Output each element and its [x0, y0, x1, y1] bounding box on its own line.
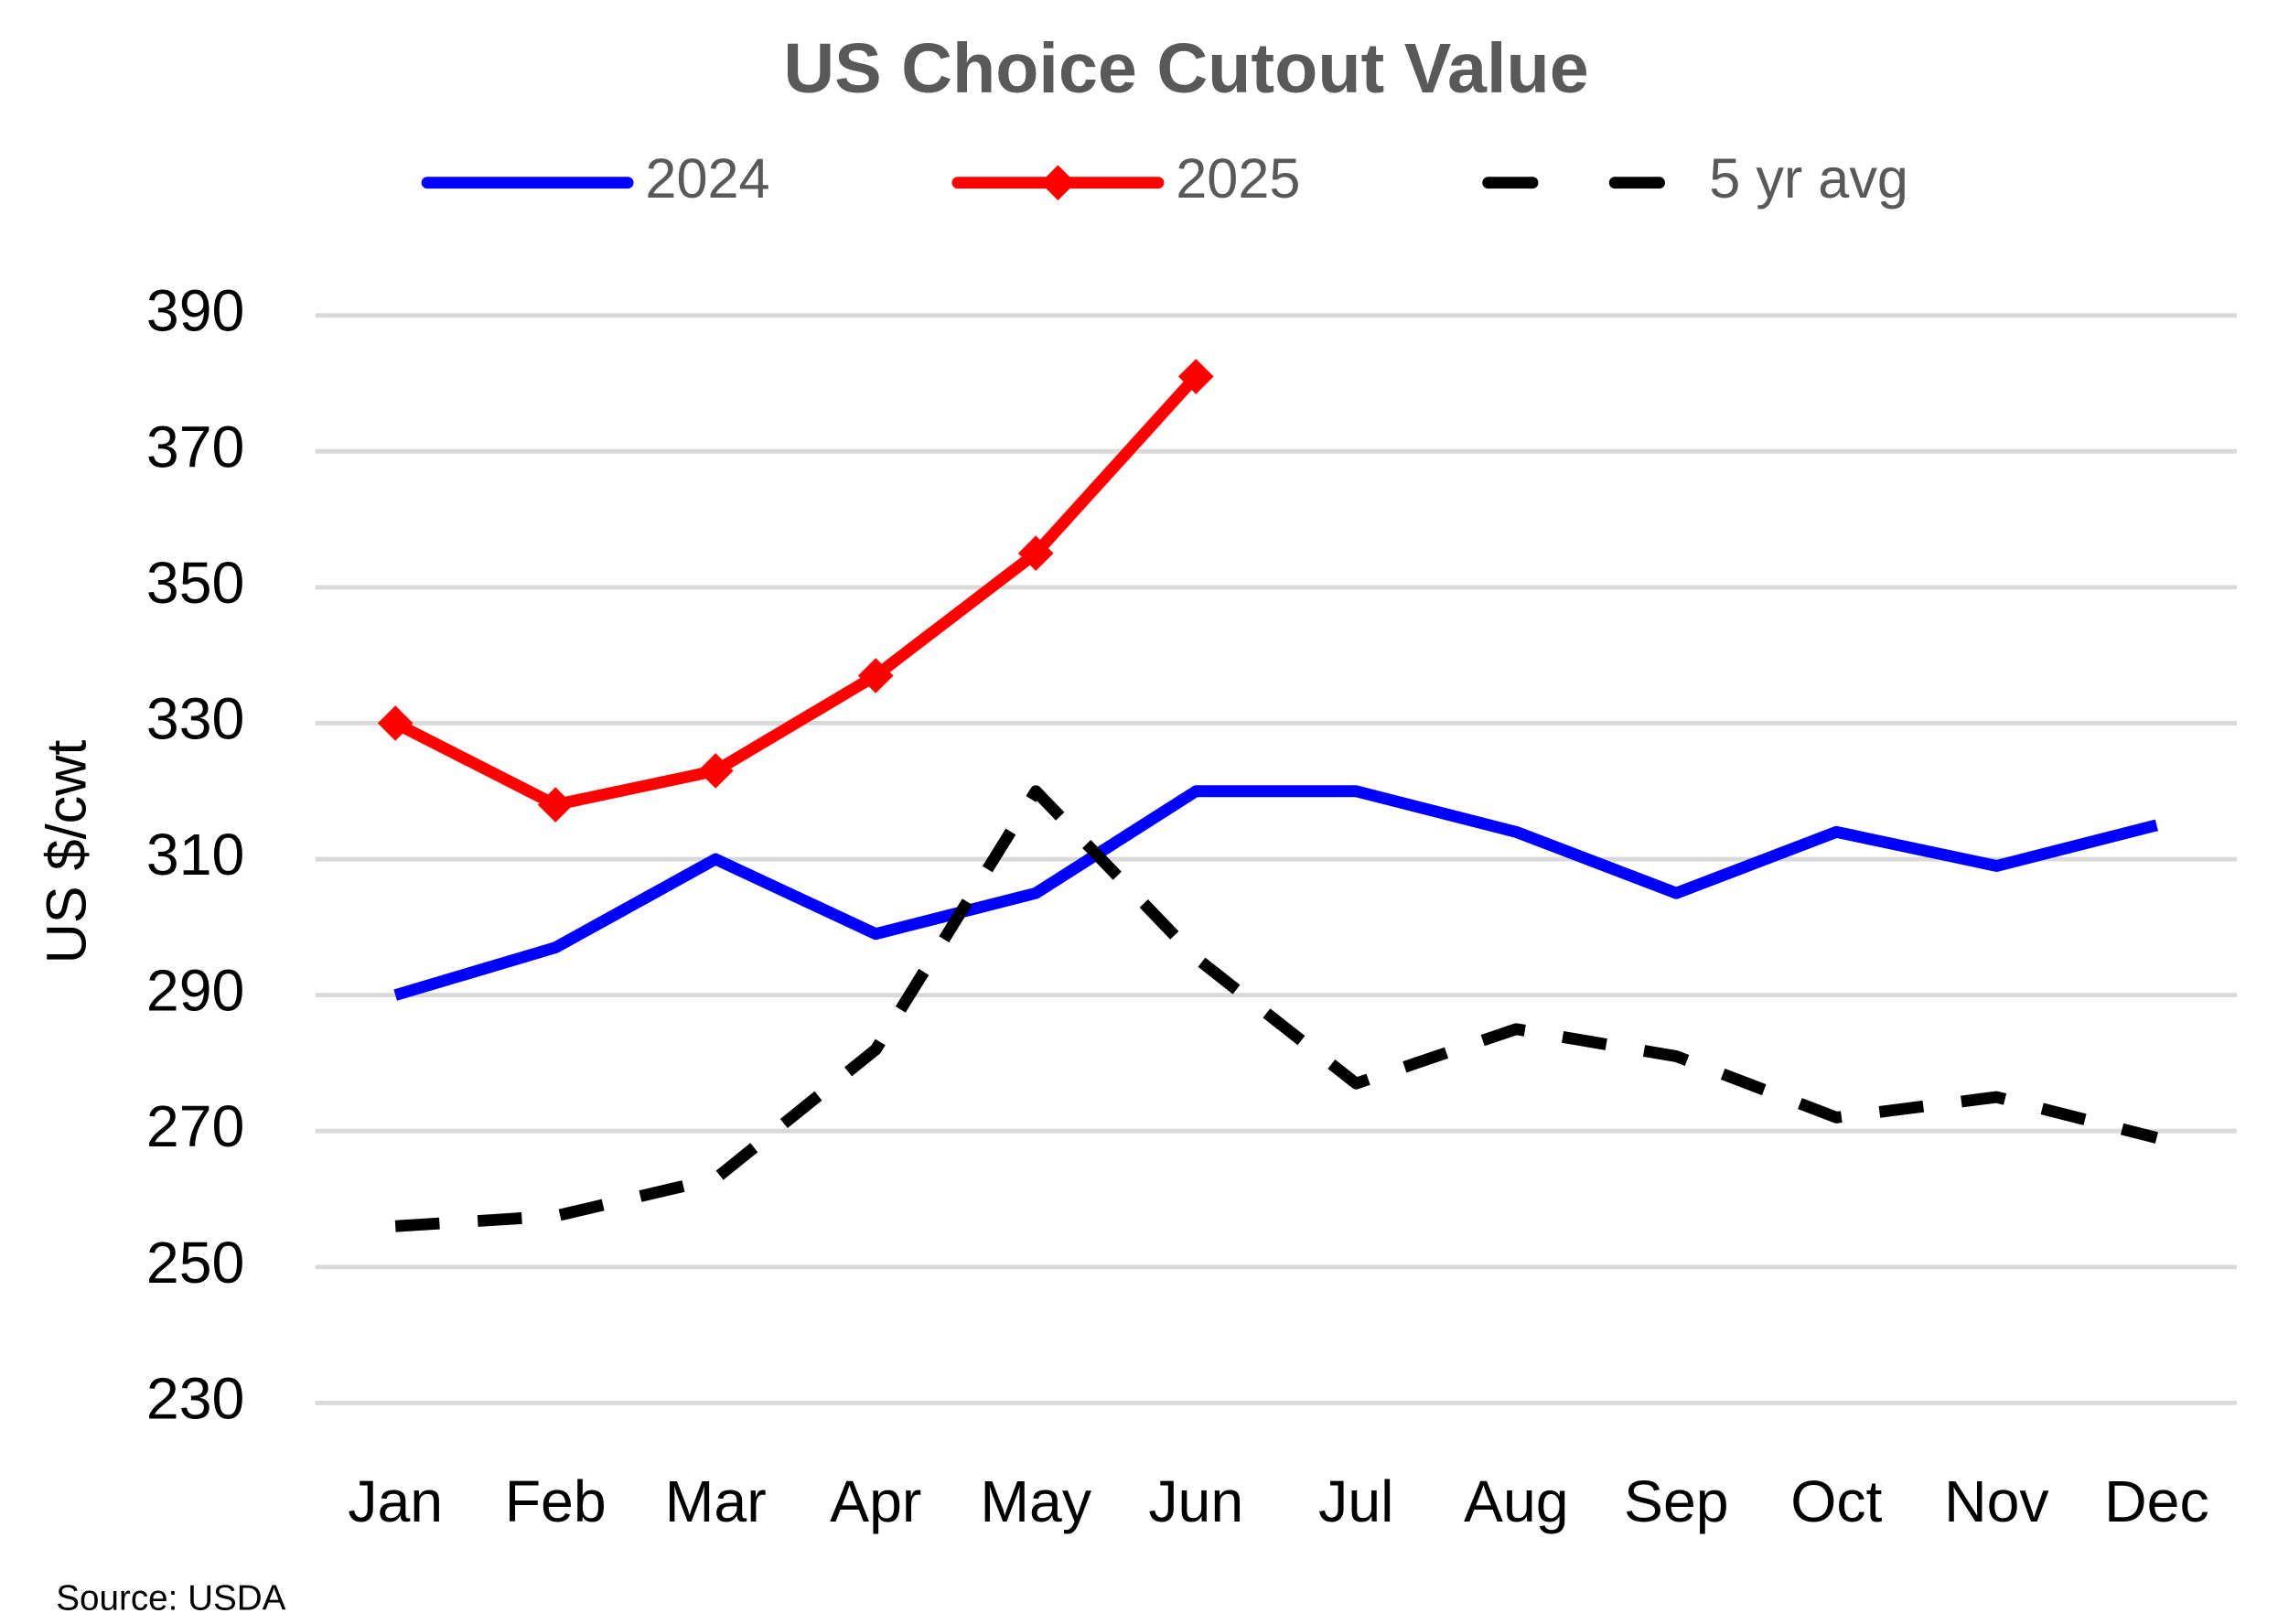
x-tick-label: Oct	[1790, 1468, 1882, 1534]
series-marker	[857, 658, 894, 694]
x-tick-label: Dec	[2104, 1468, 2209, 1534]
y-axis-label: US $/cwt	[35, 740, 97, 964]
series-line	[393, 785, 2158, 1001]
x-tick-label: Jun	[1148, 1468, 1243, 1534]
y-tick-label: 310	[146, 822, 244, 887]
legend-label: 5 yr avg	[1709, 147, 1908, 210]
y-tick-label: 270	[146, 1093, 244, 1159]
x-tick-label: Aug	[1464, 1468, 1569, 1534]
y-tick-label: 370	[146, 414, 244, 479]
y-tick-label: 250	[146, 1230, 244, 1296]
x-tick-label: Jul	[1318, 1468, 1393, 1534]
series-marker	[537, 787, 574, 823]
x-tick-label: Sep	[1624, 1468, 1729, 1534]
series-line	[392, 372, 1201, 812]
y-tick-label: 290	[146, 958, 244, 1024]
legend-label: 2024	[645, 147, 769, 210]
chart-title: US Choice Cutout Value	[783, 29, 1588, 108]
legend-marker	[1040, 165, 1076, 201]
y-tick-label: 230	[146, 1365, 244, 1431]
x-tick-label: Mar	[665, 1468, 767, 1534]
x-tick-label: Apr	[830, 1468, 921, 1534]
x-tick-label: May	[980, 1468, 1091, 1534]
x-tick-label: Nov	[1944, 1468, 2049, 1534]
source-note: Source: USDA	[56, 1578, 285, 1618]
y-tick-label: 390	[146, 278, 244, 344]
series-line	[394, 785, 2158, 1232]
x-tick-label: Jan	[348, 1468, 443, 1534]
y-tick-label: 330	[146, 685, 244, 751]
x-tick-label: Feb	[505, 1468, 607, 1534]
y-tick-label: 350	[146, 550, 244, 616]
legend-label: 2025	[1176, 147, 1300, 210]
series-marker	[1177, 359, 1214, 394]
series-marker	[377, 705, 414, 741]
